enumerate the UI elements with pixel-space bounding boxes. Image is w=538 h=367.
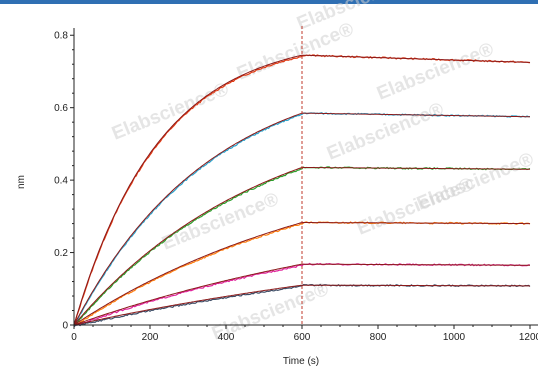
series-0-fit-line (73, 54, 530, 326)
x-tick-label-3: 600 (294, 332, 311, 343)
x-tick-label-4: 800 (370, 332, 387, 343)
series-4-fit-line (73, 263, 530, 326)
watermark-5: Elabscience® (159, 189, 282, 255)
x-tick-label-1: 200 (142, 332, 159, 343)
axes: 0 0.2 0.4 0.6 0.8 0 200 400 600 800 1000 1200 (54, 28, 538, 343)
watermarks: Elabscience®Elabscience®Elabscience®Elab… (109, 0, 537, 345)
x-tick-label-6: 1200 (519, 332, 538, 343)
x-tick-label-0: 0 (71, 332, 77, 343)
y-tick-label-4: 0.8 (54, 31, 68, 42)
series-5-fit-line (73, 284, 530, 326)
watermark-1: Elabscience® (234, 19, 357, 85)
watermark-2: Elabscience® (294, 0, 417, 35)
y-axis-label: nm (16, 175, 27, 189)
series-1-raw-line (73, 112, 531, 327)
y-tick-label-0: 0 (62, 321, 68, 332)
x-axis-label: Time (s) (283, 356, 319, 367)
y-tick-label-3: 0.6 (54, 103, 68, 114)
y-tick-label-2: 0.4 (54, 176, 68, 187)
watermark-4: Elabscience® (374, 39, 497, 105)
y-tick-label-1: 0.2 (54, 248, 68, 259)
watermark-7: Elabscience® (414, 149, 537, 215)
watermark-0: Elabscience® (109, 79, 232, 145)
x-tick-label-2: 400 (218, 332, 235, 343)
x-tick-label-5: 1000 (443, 332, 466, 343)
top-bar (0, 0, 538, 4)
watermark-3: Elabscience® (324, 99, 447, 165)
